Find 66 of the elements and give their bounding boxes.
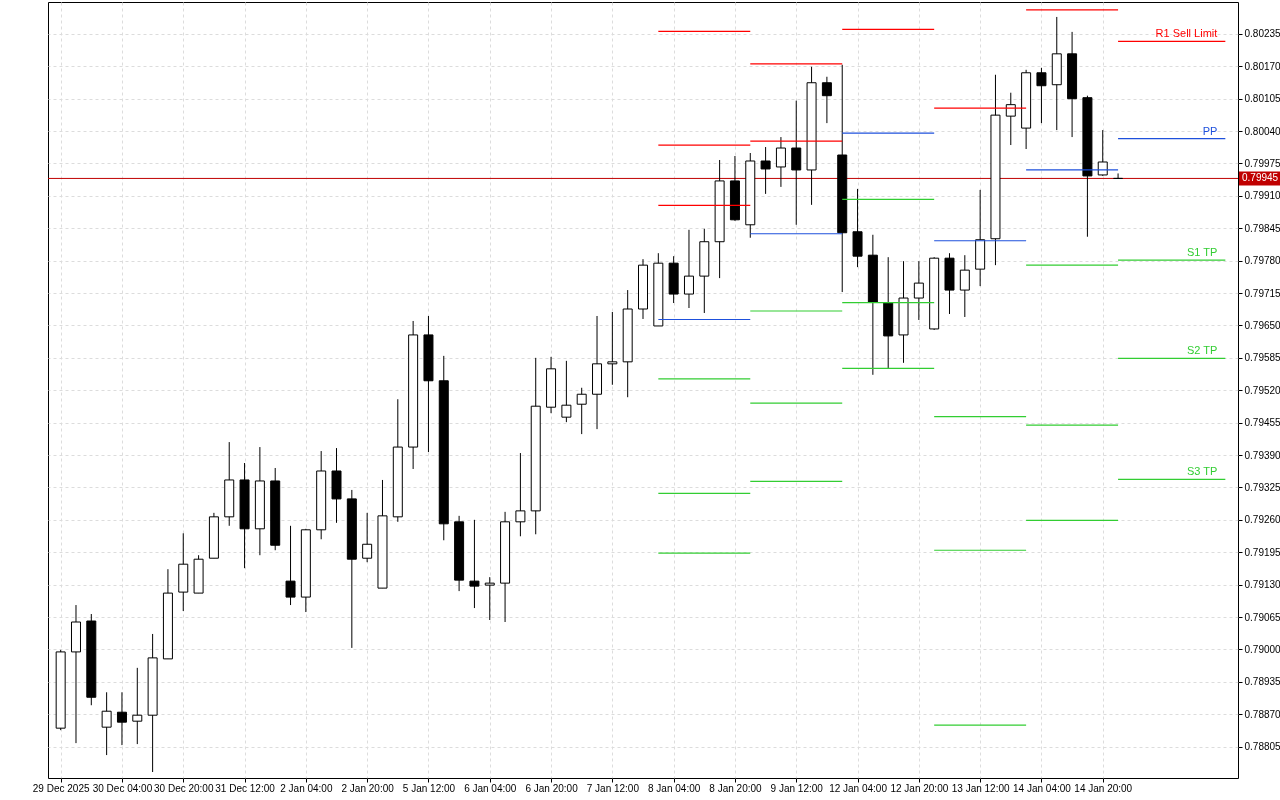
candlestick xyxy=(285,525,296,606)
candlestick xyxy=(116,691,127,746)
series-label: S1 TP xyxy=(1186,246,1218,259)
candlestick xyxy=(791,100,802,226)
x-tick-label: 6 Jan 20:00 xyxy=(525,782,579,794)
candlestick xyxy=(561,360,572,423)
candlestick xyxy=(683,229,694,309)
x-tick-label: 6 Jan 04:00 xyxy=(464,782,517,794)
y-tick-label: 0.80170 xyxy=(1244,60,1280,72)
y-tick-label: 0.79975 xyxy=(1244,157,1280,169)
x-tick-label: 12 Jan 04:00 xyxy=(829,782,888,794)
y-tick-label: 0.80235 xyxy=(1244,28,1280,40)
x-tick-label: 8 Jan 20:00 xyxy=(709,782,763,794)
series-label: PP xyxy=(1202,124,1218,137)
y-tick-label: 0.78805 xyxy=(1244,741,1280,753)
y-tick-label: 0.79780 xyxy=(1244,255,1280,267)
y-tick-label: 0.79000 xyxy=(1244,643,1280,655)
y-tick-label: 0.79520 xyxy=(1244,384,1280,396)
candlestick xyxy=(362,512,373,563)
candlestick xyxy=(959,254,970,318)
candlestick xyxy=(101,691,112,756)
candlestick xyxy=(515,452,526,537)
x-tick-label: 5 Jan 12:00 xyxy=(402,782,456,794)
series-label: S3 TP xyxy=(1186,465,1218,478)
x-tick-label: 30 Dec 20:00 xyxy=(154,782,214,794)
y-tick-label: 0.79910 xyxy=(1244,190,1280,202)
y-tick-label: 0.79455 xyxy=(1244,417,1280,429)
y-tick-label: 0.79390 xyxy=(1244,449,1280,461)
candlestick xyxy=(760,146,771,195)
candlestick xyxy=(469,519,480,609)
x-tick-label: 9 Jan 12:00 xyxy=(770,782,824,794)
y-tick-label: 0.79130 xyxy=(1244,579,1280,591)
y-tick-label: 0.79065 xyxy=(1244,611,1280,623)
x-tick-label: 8 Jan 04:00 xyxy=(648,782,701,794)
y-tick-label: 0.79325 xyxy=(1244,481,1280,493)
y-tick-label: 0.79845 xyxy=(1244,222,1280,234)
x-tick-label: 2 Jan 20:00 xyxy=(341,782,395,794)
y-tick-label: 0.79715 xyxy=(1244,287,1280,299)
y-tick-label: 0.80105 xyxy=(1244,93,1280,105)
candlestick xyxy=(576,387,587,435)
x-tick-label: 14 Jan 04:00 xyxy=(1013,782,1072,794)
x-tick-label: 13 Jan 12:00 xyxy=(951,782,1010,794)
candlestick xyxy=(607,311,618,386)
y-tick-label: 0.80040 xyxy=(1244,125,1280,137)
series-label: S2 TP xyxy=(1186,344,1218,357)
y-tick-label: 0.78935 xyxy=(1244,676,1280,688)
y-tick-label: 0.78870 xyxy=(1244,708,1280,720)
candlestick xyxy=(775,136,786,188)
x-tick-label: 7 Jan 12:00 xyxy=(586,782,640,794)
x-tick-label: 31 Dec 12:00 xyxy=(215,782,276,794)
candlestick xyxy=(132,667,143,745)
candlestick xyxy=(913,260,924,321)
y-tick-label: 0.79195 xyxy=(1244,546,1280,558)
series-label: R1 Sell Limit xyxy=(1155,27,1218,40)
x-tick-label: 30 Dec 04:00 xyxy=(92,782,153,794)
x-tick-label: 14 Jan 20:00 xyxy=(1074,782,1133,794)
x-tick-label: 29 Dec 2025 xyxy=(32,782,90,794)
candlestick xyxy=(484,576,495,621)
x-tick-label: 12 Jan 20:00 xyxy=(890,782,949,794)
y-tick-label: 0.79585 xyxy=(1244,352,1280,364)
x-tick-label: 2 Jan 04:00 xyxy=(280,782,333,794)
y-tick-label: 0.79650 xyxy=(1244,319,1280,331)
candlestick xyxy=(1036,67,1047,124)
candlestick xyxy=(821,76,832,124)
ref-line-label: 0.79945 xyxy=(1242,172,1279,184)
y-tick-label: 0.79260 xyxy=(1244,514,1280,526)
